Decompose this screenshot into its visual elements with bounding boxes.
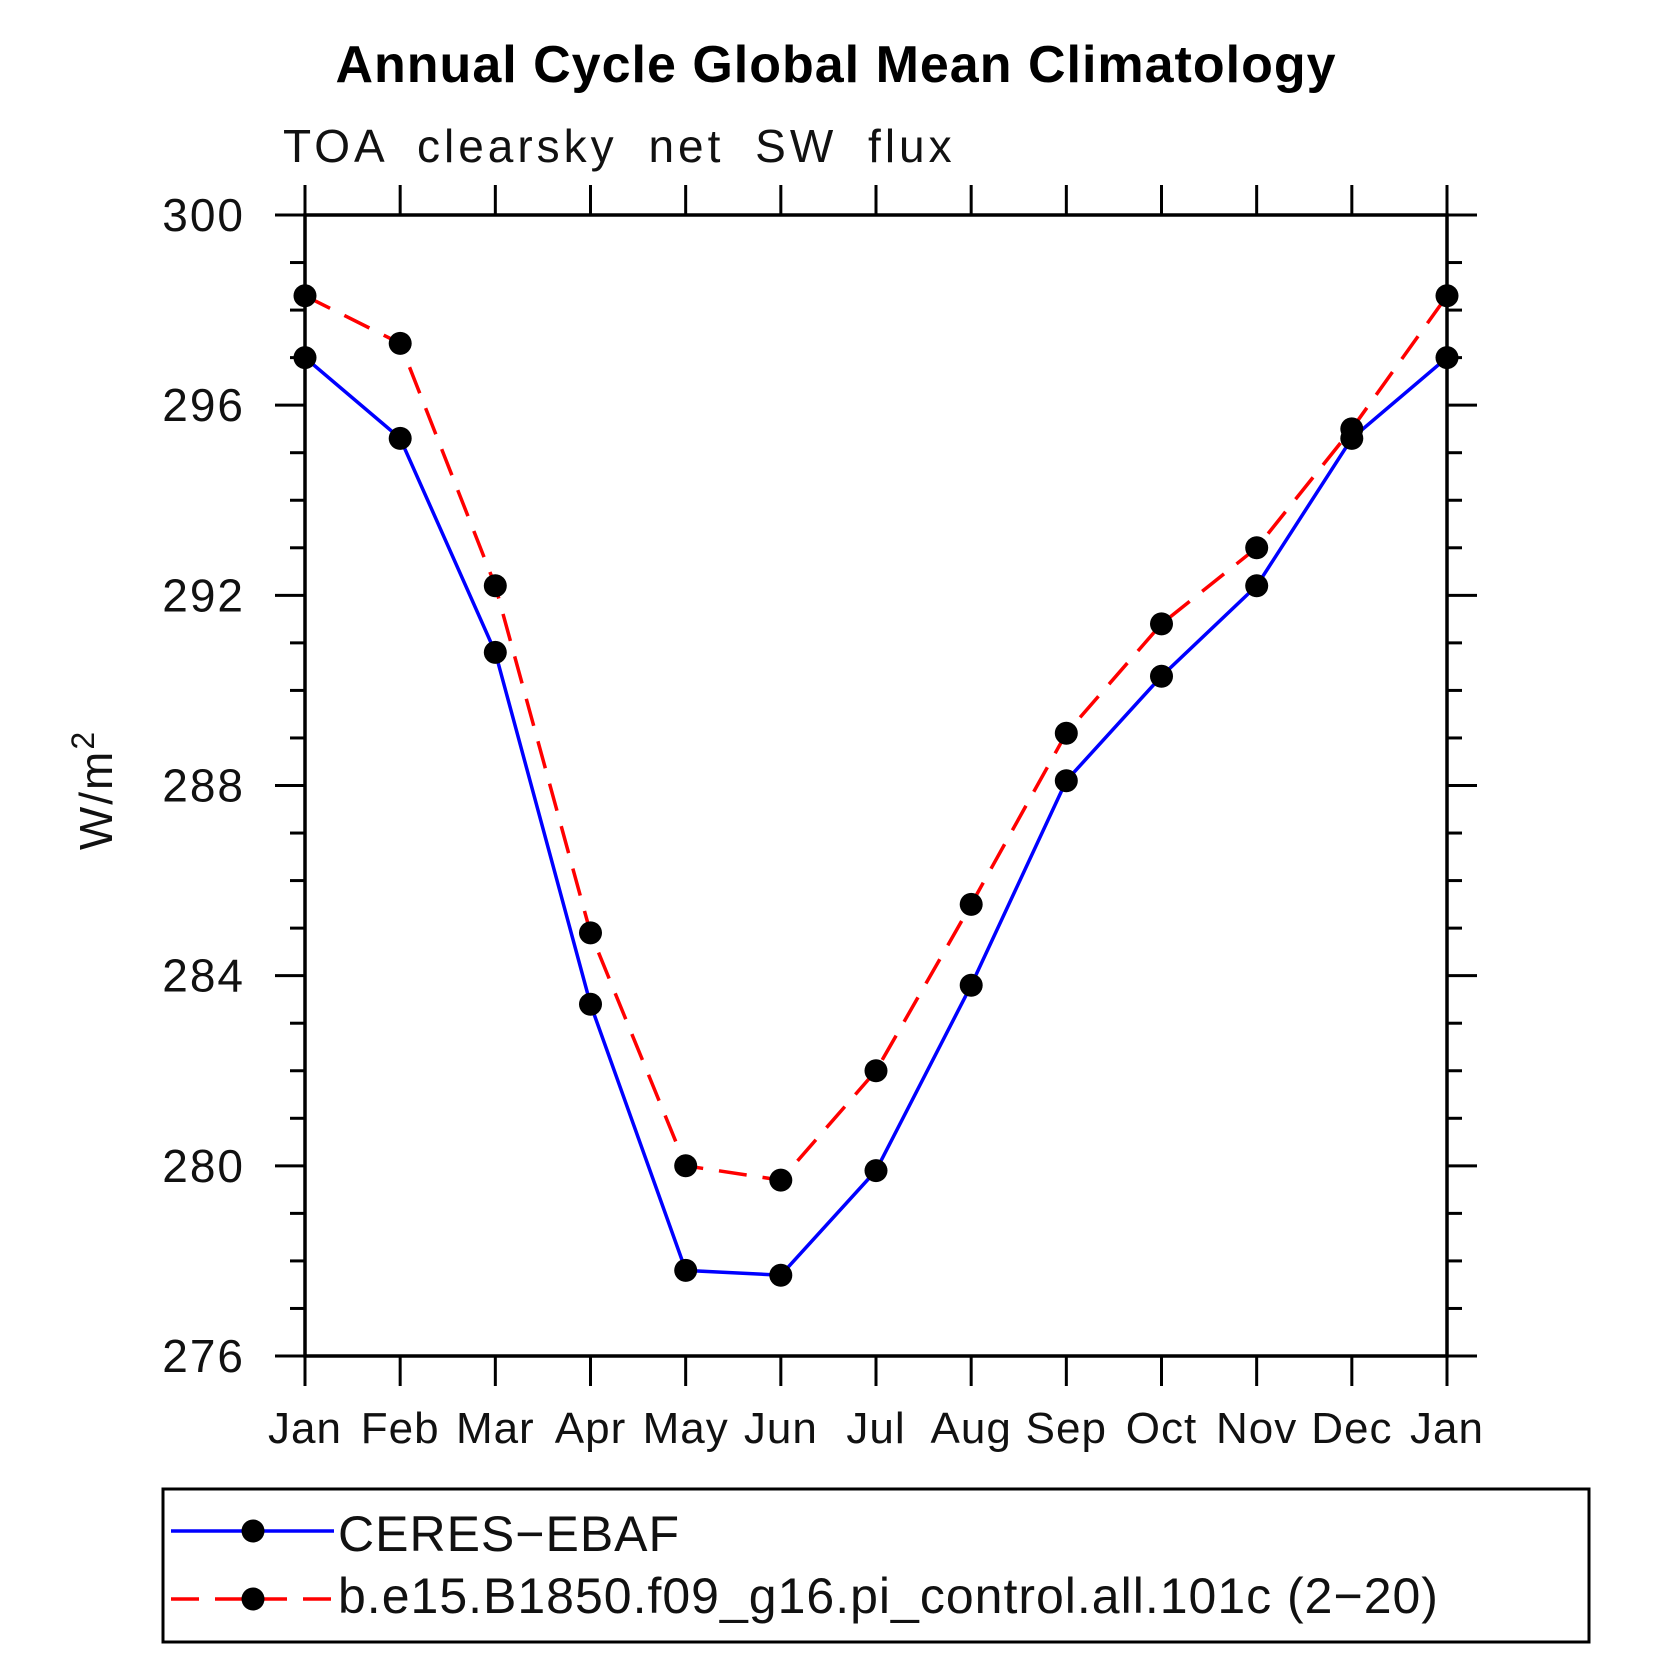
x-tick-label: Aug bbox=[931, 1404, 1012, 1453]
legend-sample-marker-1 bbox=[241, 1587, 265, 1611]
legend-samples bbox=[171, 1519, 334, 1611]
x-tick-label: May bbox=[643, 1404, 729, 1453]
x-tick-label: Jan bbox=[1410, 1404, 1484, 1453]
chart-title: Annual Cycle Global Mean Climatology bbox=[335, 36, 1336, 94]
x-tick-label: Mar bbox=[456, 1404, 535, 1453]
x-tick-label: Feb bbox=[361, 1404, 440, 1453]
y-tick-label: 276 bbox=[162, 1330, 245, 1382]
data-point-marker bbox=[674, 1258, 698, 1282]
data-point-marker bbox=[579, 921, 602, 945]
data-point-marker bbox=[388, 331, 412, 355]
data-point-marker bbox=[483, 640, 507, 664]
y-tick-label: 300 bbox=[162, 189, 245, 241]
legend-sample-marker-0 bbox=[241, 1519, 265, 1543]
data-point-marker bbox=[769, 1168, 793, 1192]
y-tick-label: 292 bbox=[162, 569, 245, 621]
x-tick-label: Nov bbox=[1216, 1404, 1297, 1453]
x-tick-label: Jan bbox=[268, 1404, 342, 1453]
data-point-marker bbox=[579, 992, 602, 1016]
data-point-marker bbox=[959, 892, 983, 916]
legend-box bbox=[161, 1487, 1591, 1644]
x-tick-label: Jul bbox=[846, 1404, 905, 1453]
data-point-marker bbox=[1340, 417, 1364, 441]
data-point-marker bbox=[959, 973, 983, 997]
data-point-marker bbox=[388, 426, 412, 450]
data-point-marker bbox=[1435, 346, 1459, 370]
y-tick-label: 296 bbox=[162, 379, 245, 431]
x-tick-label: Oct bbox=[1126, 1404, 1197, 1453]
data-point-marker bbox=[864, 1059, 888, 1083]
plot-area: 276 280 284 288 292 296 300 Jan Feb Mar Apr May Jun J… bbox=[162, 185, 1484, 1453]
data-point-marker bbox=[1245, 536, 1269, 560]
data-point-marker bbox=[293, 346, 317, 370]
y-tick-label: 288 bbox=[162, 760, 245, 812]
data-point-marker bbox=[1435, 284, 1459, 308]
data-point-marker bbox=[864, 1159, 888, 1183]
x-tick-label: Apr bbox=[555, 1404, 626, 1453]
plot-frame bbox=[303, 213, 1449, 1358]
y-tick-label: 284 bbox=[162, 950, 245, 1002]
y-axis-label: W/m2 bbox=[65, 730, 122, 850]
series-line-0 bbox=[303, 356, 1449, 1277]
chart-subtitle: TOA clearsky net SW flux bbox=[283, 120, 956, 172]
x-tick-label: Jun bbox=[744, 1404, 818, 1453]
data-point-marker bbox=[1150, 664, 1173, 688]
data-point-marker bbox=[1245, 574, 1269, 598]
data-point-marker bbox=[1054, 769, 1078, 793]
data-point-marker bbox=[769, 1263, 793, 1287]
legend-label-ceres-ebaf: CERES−EBAF bbox=[338, 1506, 680, 1562]
legend: CERES−EBAF b.e15.B1850.f09_g16.pi_contro… bbox=[161, 1487, 1591, 1644]
data-point-marker bbox=[483, 574, 507, 598]
x-tick-label: Sep bbox=[1026, 1404, 1107, 1453]
series-line-1 bbox=[304, 294, 1449, 1182]
data-point-marker bbox=[1150, 612, 1173, 636]
data-point-marker bbox=[1054, 721, 1078, 745]
legend-label-model-run: b.e15.B1850.f09_g16.pi_control.all.101c … bbox=[338, 1568, 1439, 1624]
x-tick-label: Dec bbox=[1311, 1404, 1392, 1453]
data-point-marker bbox=[293, 284, 317, 308]
data-point-marker bbox=[674, 1154, 698, 1178]
y-tick-label: 280 bbox=[162, 1140, 245, 1192]
